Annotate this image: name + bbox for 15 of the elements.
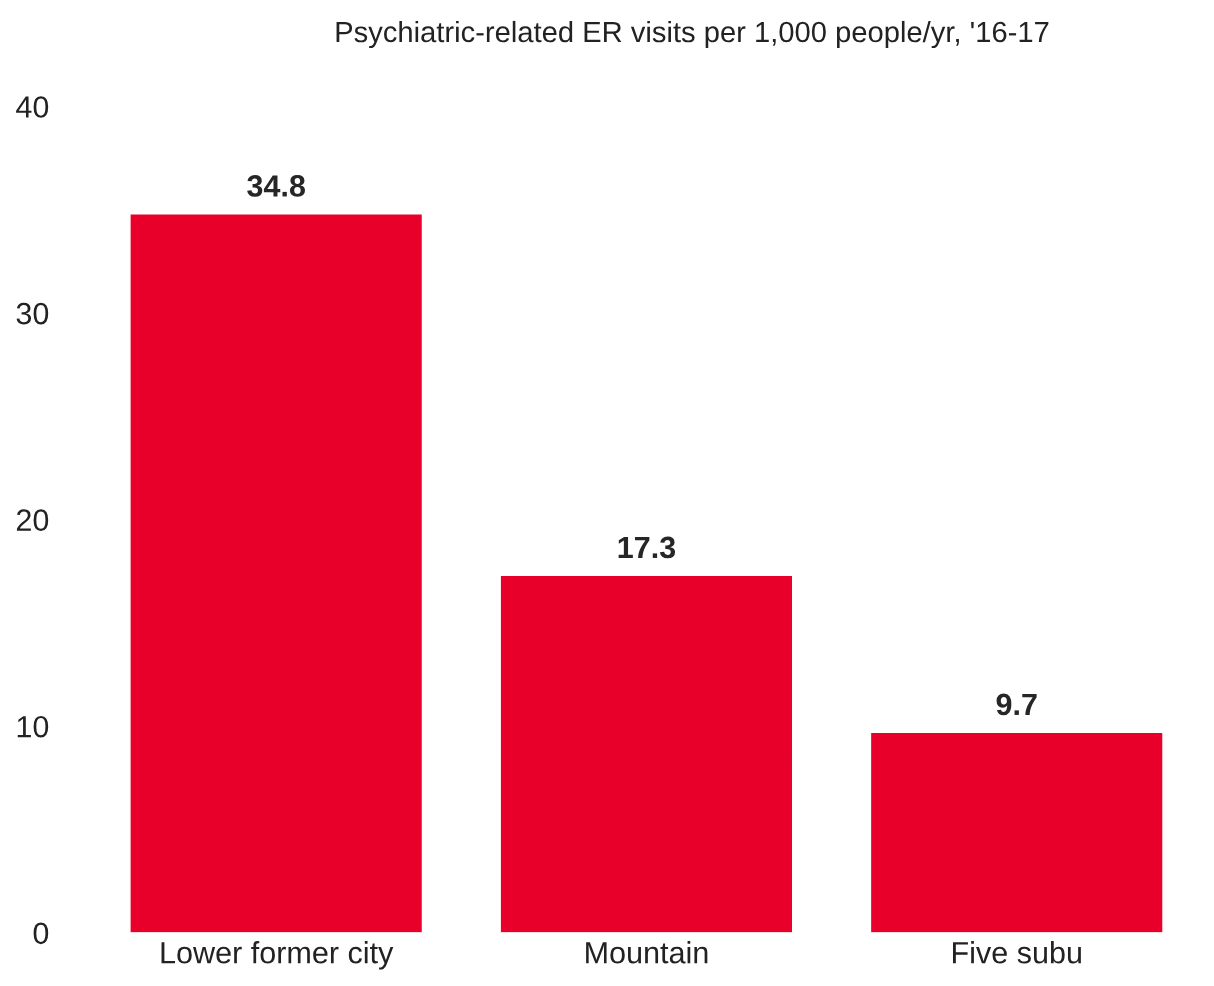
y-tick-label: 10 xyxy=(17,715,49,738)
x-tick-label: Lower former city xyxy=(161,941,394,970)
x-tick-label: Five subu xyxy=(953,941,1081,964)
y-tick-label: 0 xyxy=(33,922,49,945)
bar xyxy=(499,574,794,933)
bar xyxy=(869,731,1164,933)
y-tick-label: 30 xyxy=(16,302,49,325)
y-tick-label: 40 xyxy=(16,96,49,118)
data-label: 17.3 xyxy=(618,536,676,559)
y-tick-label: 20 xyxy=(16,509,49,531)
data-label: 9.7 xyxy=(996,693,1037,716)
x-tick-label: Mountain xyxy=(586,941,708,964)
bar xyxy=(129,213,424,933)
data-label: 34.8 xyxy=(247,175,305,197)
chart-title: Psychiatric-related ER visits per 1,000 people/yr, '16-17 xyxy=(336,20,1049,49)
